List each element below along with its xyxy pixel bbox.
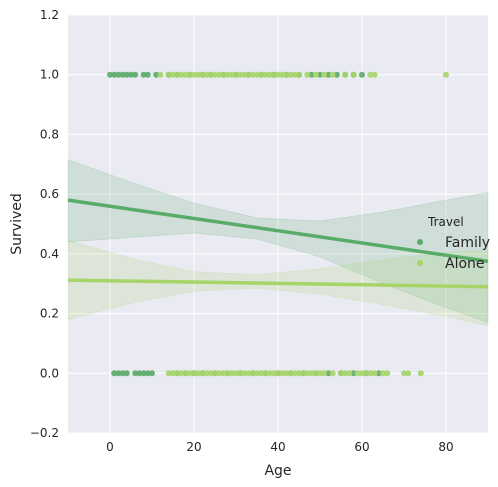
y-tick-label: −0.2 <box>30 426 59 440</box>
x-tick-labels: 0 20 40 60 80 <box>106 440 453 454</box>
data-point-alone <box>157 72 163 78</box>
data-point-family <box>132 72 138 78</box>
legend-label-family: Family <box>445 235 490 251</box>
data-point-alone <box>330 370 336 376</box>
data-point-alone <box>321 370 327 376</box>
x-tick-label: 20 <box>186 440 201 454</box>
y-tick-label: 1.2 <box>40 8 59 22</box>
y-tick-labels: −0.2 0.0 0.2 0.4 0.6 0.8 1.0 1.2 <box>30 8 59 440</box>
data-point-alone <box>418 370 424 376</box>
x-tick-label: 0 <box>106 440 114 454</box>
data-point-alone <box>304 72 310 78</box>
data-point-alone <box>330 72 336 78</box>
y-tick-label: 0.2 <box>40 307 59 321</box>
x-axis-label: Age <box>264 463 291 479</box>
y-tick-label: 0.6 <box>40 187 59 201</box>
data-point-alone <box>296 72 302 78</box>
x-tick-label: 80 <box>438 440 453 454</box>
data-point-family <box>149 370 155 376</box>
legend-marker-family <box>417 239 423 245</box>
data-point-alone <box>443 72 449 78</box>
y-tick-label: 0.8 <box>40 127 59 141</box>
data-point-alone <box>351 72 357 78</box>
data-point-alone <box>342 72 348 78</box>
y-tick-label: 0.4 <box>40 247 59 261</box>
data-point-alone <box>372 370 378 376</box>
data-point-family <box>124 370 130 376</box>
y-tick-label: 1.0 <box>40 68 59 82</box>
legend-title: Travel <box>427 215 464 229</box>
data-point-family <box>145 72 151 78</box>
data-point-alone <box>405 370 411 376</box>
legend-marker-alone <box>417 260 423 266</box>
y-tick-label: 0.0 <box>40 366 59 380</box>
data-point-alone <box>384 370 390 376</box>
data-point-alone <box>313 72 319 78</box>
data-point-family <box>359 72 365 78</box>
data-point-alone <box>346 370 352 376</box>
x-tick-label: 60 <box>354 440 369 454</box>
legend-label-alone: Alone <box>445 256 485 272</box>
data-point-alone <box>321 72 327 78</box>
data-point-alone <box>372 72 378 78</box>
x-tick-label: 40 <box>270 440 285 454</box>
y-axis-label: Survived <box>9 193 25 254</box>
